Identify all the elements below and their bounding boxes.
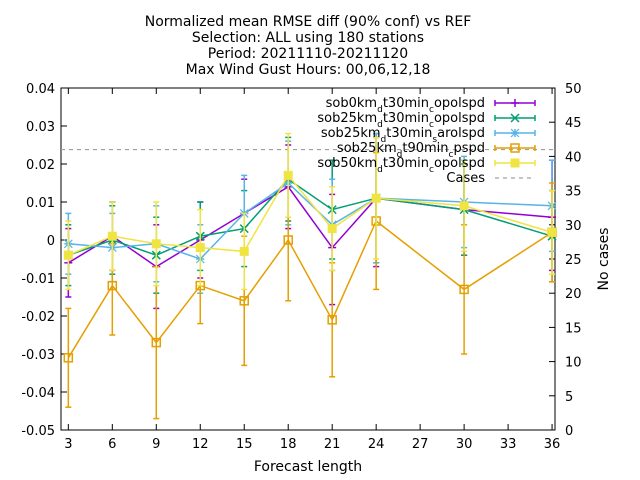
y-tick-label: 0.03 (26, 120, 55, 135)
y2-axis-label: No cases (596, 228, 612, 291)
y-tick-label: 0.04 (26, 82, 55, 97)
marker-square (510, 143, 520, 153)
marker-square (283, 235, 293, 245)
chart-title: Normalized mean RMSE diff (90% conf) vs … (145, 14, 472, 78)
y2-tick-label: 50 (565, 82, 582, 97)
y2-tick-label: 15 (565, 321, 582, 336)
x-axis-label: Forecast length (254, 459, 362, 475)
marker-x (510, 113, 520, 123)
legend-label-5: Cases (446, 171, 485, 186)
x-tick-label: 18 (280, 437, 297, 452)
y2-tick-label: 40 (565, 150, 582, 165)
legend-label-4: sob50kmdt30mincopolspd (317, 156, 485, 175)
x-tick-label: 12 (192, 437, 209, 452)
marker-square (239, 296, 249, 306)
x-tick-label: 15 (236, 437, 253, 452)
x-tick-label: 24 (368, 437, 385, 452)
y2-tick-label: 0 (565, 424, 573, 439)
series-3 (63, 151, 557, 420)
y-tick-label: -0.04 (21, 386, 55, 401)
marker-square (459, 284, 469, 295)
y-tick-label: -0.03 (21, 348, 55, 363)
y2-tick-label: 25 (565, 253, 582, 268)
marker-square-filled (239, 246, 249, 256)
series-4 (63, 132, 557, 291)
y2-tick-label: 30 (565, 219, 582, 234)
legend: sob0kmdt30mincopolspdsob25kmdt30mincopol… (317, 96, 536, 186)
legend-label-0: sob0kmdt30mincopolspd (326, 96, 485, 115)
y-tick-label: -0.02 (21, 310, 55, 325)
marker-star (510, 128, 520, 138)
title-line-1: Selection: ALL using 180 stations (192, 30, 424, 46)
series-line (68, 182, 553, 260)
marker-square-filled (63, 250, 73, 260)
title-line-0: Normalized mean RMSE diff (90% conf) vs … (145, 14, 472, 30)
marker-square (107, 280, 118, 291)
x-tick-label: 6 (108, 437, 116, 452)
marker-square-filled (371, 193, 381, 203)
legend-label-2: sob25kmdt30minsarolspd (321, 126, 485, 145)
marker-square (327, 315, 337, 325)
legend-label-3: sob25kmdt90mincpspd (337, 141, 485, 160)
x-tick-label: 21 (324, 437, 341, 452)
y2-tick-label: 20 (565, 287, 582, 302)
marker-square (151, 337, 162, 348)
series-line (67, 219, 553, 359)
y-tick-label: 0.01 (26, 196, 55, 211)
x-tick-label: 9 (152, 437, 160, 452)
marker-square-filled (283, 170, 293, 180)
x-tick-label: 30 (456, 437, 473, 452)
x-tick-label: 33 (500, 437, 517, 452)
marker-square-filled (327, 224, 337, 234)
series-group (63, 132, 557, 420)
marker-square (63, 353, 74, 363)
x-tick-label: 3 (64, 437, 72, 452)
y2-tick-label: 45 (565, 116, 582, 131)
marker-square-filled (107, 231, 117, 241)
axis-ticks: 3 6 9 12 15 18 21 24 27 30 33 36-0.05-0.04-0.03-0.0… (21, 82, 581, 452)
y2-tick-label: 10 (565, 356, 582, 371)
x-tick-label: 36 (544, 437, 561, 452)
marker-square-filled (547, 227, 557, 237)
legend-label-1: sob25kmdt30mincopolspd (317, 111, 485, 130)
series-line (68, 178, 553, 257)
y-tick-label: 0 (47, 234, 55, 249)
y-tick-label: -0.05 (21, 424, 55, 439)
marker-square-filled (151, 239, 161, 249)
title-line-2: Period: 20211110-20211120 (208, 46, 408, 62)
title-line-3: Max Wind Gust Hours: 00,06,12,18 (186, 62, 431, 78)
series-line (67, 185, 553, 268)
marker-square-filled (195, 243, 205, 253)
y2-tick-label: 5 (565, 390, 573, 405)
y-tick-label: -0.01 (21, 272, 55, 287)
y2-tick-label: 35 (565, 185, 582, 200)
marker-square-filled (459, 201, 469, 211)
x-tick-label: 27 (412, 437, 429, 452)
marker-square-filled (510, 158, 520, 168)
series-line (68, 174, 553, 256)
y-tick-label: 0.02 (26, 158, 55, 173)
